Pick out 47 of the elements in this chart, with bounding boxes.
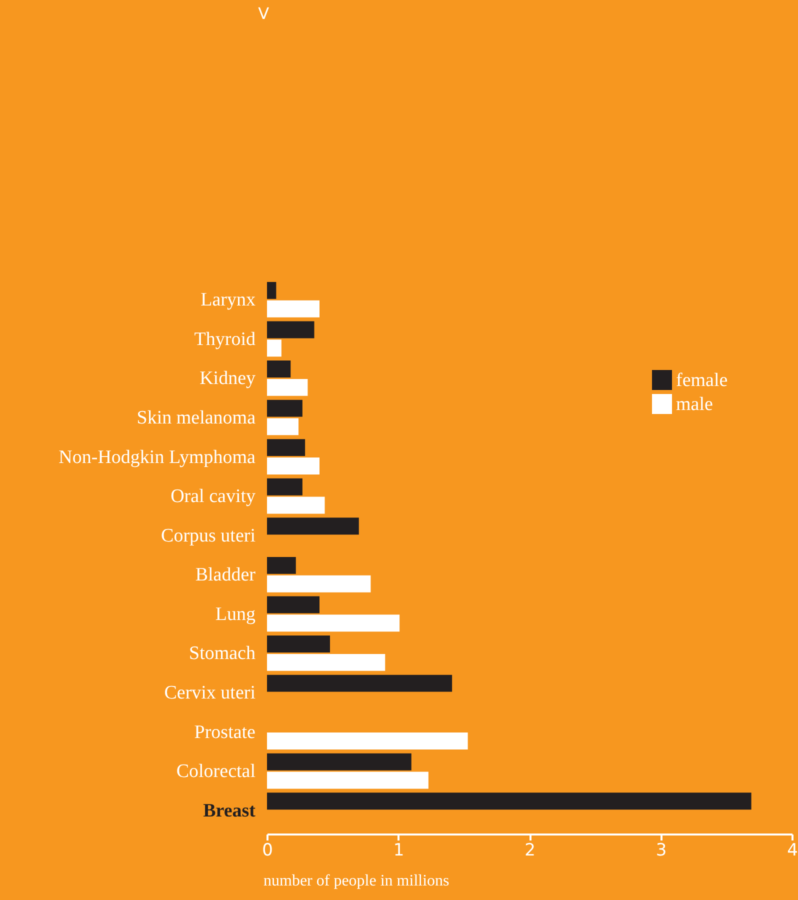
y-tick-label: Colorectal [176, 761, 256, 782]
y-tick-label: Non-Hodgkin Lymphoma [58, 446, 256, 468]
bar [267, 282, 276, 299]
bar [267, 439, 306, 456]
bar [267, 418, 298, 436]
bar [267, 400, 302, 417]
bar [267, 674, 452, 692]
y-tick-label: Oral cavity [170, 486, 256, 508]
x-tick-label: 3 [656, 840, 667, 860]
bar [267, 772, 428, 789]
bar [267, 614, 400, 632]
x-tick-label: 0 [262, 840, 273, 860]
bar [267, 300, 320, 318]
bar [267, 340, 282, 357]
bar [267, 792, 752, 810]
y-tick-label: Larynx [200, 290, 256, 311]
y-tick-label: Cervix uteri [164, 682, 256, 704]
bar [267, 556, 296, 574]
bar [267, 360, 291, 378]
bar [267, 496, 325, 514]
bar [267, 753, 412, 770]
y-tick-label: Breast [203, 800, 256, 822]
legend-label: female [676, 370, 728, 391]
chart-title: V [258, 4, 270, 23]
y-tick-label: Kidney [200, 368, 256, 390]
y-tick-label: Thyroid [194, 328, 256, 350]
bar [267, 636, 330, 652]
bar [267, 478, 302, 496]
bar [267, 321, 314, 338]
bar [267, 378, 308, 396]
x-tick-label: 1 [393, 840, 404, 860]
x-tick-label: 4 [787, 840, 798, 860]
bar [267, 575, 371, 592]
y-tick-label: Prostate [194, 722, 256, 743]
x-tick-label: 2 [524, 840, 536, 860]
bar [267, 458, 320, 474]
bar [267, 732, 468, 750]
y-tick-label: Lung [215, 604, 256, 625]
y-tick-label: Skin melanoma [136, 408, 256, 428]
legend-label: male [676, 394, 713, 415]
y-tick-label: Stomach [189, 643, 256, 664]
y-tick-label: Corpus uteri [161, 525, 256, 546]
y-tick-label: Bladder [195, 564, 256, 586]
bar [267, 654, 386, 671]
bar [267, 518, 359, 535]
x-axis-title: number of people in millions [264, 872, 450, 890]
bar [267, 596, 320, 614]
